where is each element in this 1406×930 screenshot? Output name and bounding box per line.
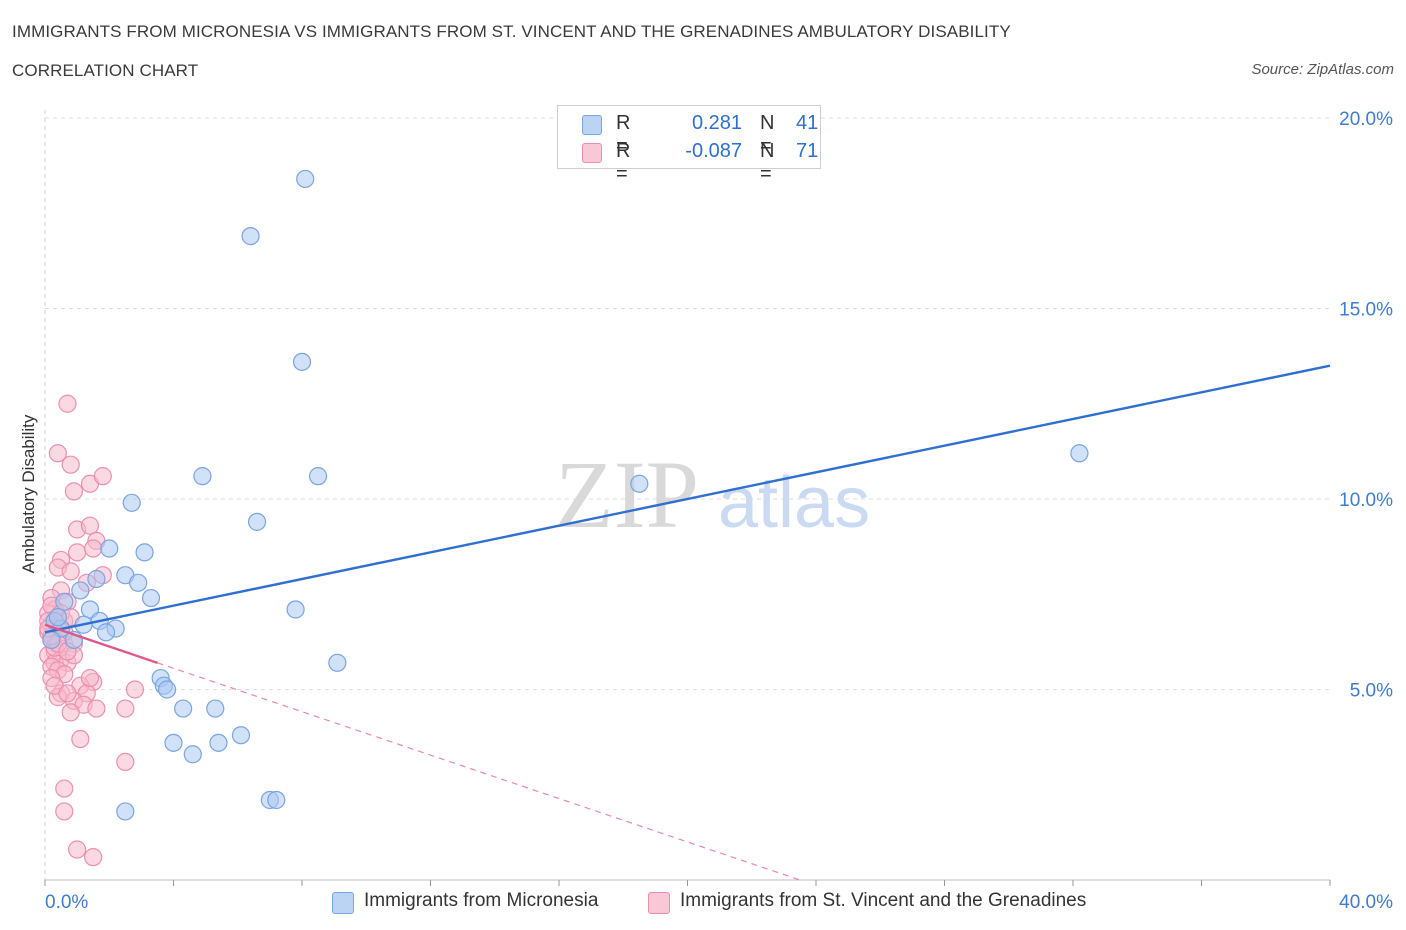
data-point bbox=[48, 608, 67, 627]
data-point bbox=[80, 668, 100, 688]
trend-line-st-vincent-extension bbox=[157, 662, 801, 881]
data-point bbox=[247, 512, 267, 531]
data-point bbox=[209, 733, 228, 752]
data-point bbox=[58, 684, 77, 703]
legend-n-label: N = bbox=[760, 140, 775, 185]
data-point bbox=[55, 779, 74, 798]
data-point bbox=[68, 840, 87, 859]
legend-n-value: 41 bbox=[796, 112, 819, 134]
grid-lines bbox=[45, 117, 1330, 690]
data-point bbox=[267, 790, 286, 810]
data-point bbox=[87, 699, 106, 718]
data-point bbox=[96, 623, 116, 642]
source-credit: Source: ZipAtlas.com bbox=[1251, 61, 1394, 78]
y-axis-label: Ambulatory Disability bbox=[19, 414, 38, 573]
legend-swatch-blue bbox=[332, 892, 354, 914]
data-point bbox=[241, 227, 260, 246]
data-point bbox=[61, 703, 80, 722]
data-point bbox=[122, 493, 141, 512]
data-point bbox=[193, 467, 212, 486]
data-point bbox=[296, 169, 315, 189]
data-point bbox=[84, 539, 103, 558]
pink-series-points bbox=[39, 394, 145, 867]
legend-r-value: 0.281 bbox=[691, 112, 742, 134]
data-point bbox=[308, 467, 328, 486]
data-point bbox=[87, 569, 106, 589]
data-point bbox=[116, 752, 135, 771]
legend-label: Immigrants from St. Vincent and the Gren… bbox=[680, 890, 1087, 911]
trend-lines bbox=[44, 364, 1331, 881]
data-point bbox=[100, 539, 119, 558]
tick-labels: 5.0% 10.0% 15.0% 20.0% 0.0% 40.0% bbox=[45, 109, 1393, 913]
trend-line-st-vincent bbox=[44, 623, 158, 664]
legend-swatch-blue bbox=[582, 115, 602, 135]
legend-r-label: R = bbox=[616, 140, 631, 185]
data-point bbox=[42, 630, 61, 650]
chart-title-line-2: CORRELATION CHART bbox=[12, 61, 199, 80]
data-point bbox=[328, 653, 347, 672]
data-point bbox=[157, 680, 177, 699]
data-point bbox=[71, 729, 90, 749]
data-point bbox=[84, 848, 103, 867]
trend-line-micronesia bbox=[44, 364, 1331, 634]
data-point bbox=[630, 474, 649, 493]
data-point bbox=[55, 802, 74, 821]
data-point bbox=[116, 802, 135, 821]
data-point bbox=[183, 745, 202, 764]
legend-r-value: -0.087 bbox=[685, 140, 742, 162]
y-tick-label: 20.0% bbox=[1339, 109, 1393, 130]
axes bbox=[44, 110, 1331, 886]
data-point bbox=[129, 573, 148, 592]
data-point bbox=[286, 600, 305, 619]
chart-title-line-1: IMMIGRANTS FROM MICRONESIA VS IMMIGRANTS… bbox=[12, 22, 1011, 41]
legend-swatch-pink bbox=[582, 143, 602, 163]
data-point bbox=[68, 543, 87, 562]
watermark-atlas: atlas bbox=[718, 463, 870, 543]
data-point bbox=[1070, 444, 1089, 463]
data-point bbox=[116, 699, 135, 718]
legend-swatch-pink bbox=[648, 892, 670, 914]
data-point bbox=[58, 394, 77, 413]
data-point bbox=[164, 733, 183, 752]
watermark-zip: ZIP bbox=[555, 441, 699, 548]
legend-n-value: 71 bbox=[796, 140, 819, 162]
x-tick-label: 40.0% bbox=[1339, 892, 1393, 913]
data-point bbox=[93, 467, 112, 486]
data-point bbox=[174, 699, 193, 718]
data-point bbox=[135, 543, 154, 562]
data-point bbox=[80, 516, 100, 535]
data-point bbox=[292, 352, 312, 371]
data-point bbox=[61, 562, 80, 581]
data-point bbox=[141, 588, 161, 608]
blue-series-points bbox=[42, 169, 1089, 821]
y-tick-label: 15.0% bbox=[1339, 300, 1393, 321]
legend-label: Immigrants from Micronesia bbox=[364, 890, 599, 911]
y-tick-label: 10.0% bbox=[1339, 490, 1393, 511]
data-point bbox=[61, 455, 80, 474]
y-tick-label: 5.0% bbox=[1350, 681, 1393, 702]
data-point bbox=[125, 680, 145, 699]
legend-n-label: N = bbox=[760, 112, 775, 157]
data-point bbox=[55, 592, 74, 611]
x-tick-label: 0.0% bbox=[45, 892, 88, 913]
data-point bbox=[231, 726, 251, 745]
data-point bbox=[71, 581, 90, 600]
legend-r-label: R = bbox=[616, 112, 631, 157]
data-point bbox=[206, 699, 225, 718]
data-point bbox=[48, 444, 67, 463]
correlation-legend: R = 0.281 N = 41 R = -0.087 N = 71 bbox=[557, 105, 821, 185]
data-point bbox=[64, 482, 84, 501]
